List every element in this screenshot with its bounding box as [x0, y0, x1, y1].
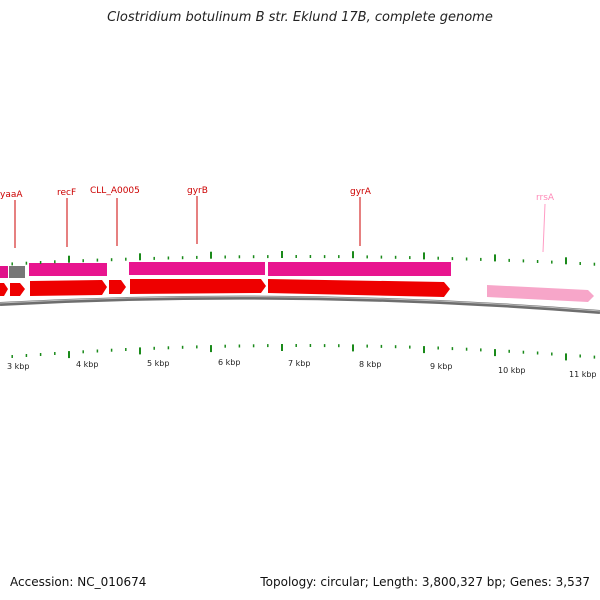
- gene-label[interactable]: rrsA: [536, 193, 555, 203]
- inner-tick-marks: [11, 344, 596, 361]
- gene-feature[interactable]: [0, 266, 8, 278]
- gene-feature[interactable]: [268, 262, 451, 276]
- cds-arrow[interactable]: [0, 283, 8, 296]
- kbp-scale-labels: 3 kbp 4 kbp 5 kbp 6 kbp 7 kbp 8 kbp 9 kb…: [7, 358, 597, 379]
- kbp-label: 5 kbp: [147, 359, 169, 368]
- connector-rrsA: [542, 203, 546, 253]
- kbp-label: 4 kbp: [76, 360, 98, 369]
- kbp-label: 10 kbp: [498, 366, 526, 375]
- kbp-label: 7 kbp: [288, 359, 310, 368]
- cds-arrow[interactable]: [130, 279, 266, 294]
- cds-arrow[interactable]: [10, 283, 25, 296]
- outer-tick-marks: [11, 251, 596, 266]
- genome-title: Clostridium botulinum B str. Eklund 17B,…: [107, 10, 493, 25]
- accession-text: Accession: NC_010674: [10, 575, 147, 589]
- rrna-arrow[interactable]: [487, 285, 594, 302]
- genome-backbone-highlight: [0, 296, 600, 312]
- genome-summary-text: Topology: circular; Length: 3,800,327 bp…: [260, 575, 590, 589]
- gene-label[interactable]: recF: [57, 188, 76, 198]
- cds-arrow[interactable]: [268, 279, 450, 297]
- cds-arrow[interactable]: [30, 280, 107, 296]
- gene-track: [0, 262, 451, 278]
- gene-label[interactable]: gyrA: [350, 187, 372, 197]
- gene-labels: yaaA recF CLL_A0005 gyrB gyrA rrsA: [0, 186, 555, 203]
- kbp-label: 11 kbp: [569, 370, 597, 379]
- kbp-label: 6 kbp: [218, 358, 240, 367]
- kbp-label: 3 kbp: [7, 362, 29, 371]
- kbp-label: 9 kbp: [430, 362, 452, 371]
- gene-label[interactable]: gyrB: [187, 186, 208, 196]
- gene-label-connectors: [14, 196, 546, 253]
- gene-label[interactable]: CLL_A0005: [90, 186, 140, 196]
- gene-feature[interactable]: [29, 263, 107, 276]
- gene-label[interactable]: yaaA: [0, 190, 23, 200]
- gene-feature-gray[interactable]: [9, 266, 25, 278]
- genome-backbone: [0, 295, 600, 314]
- gene-feature[interactable]: [129, 262, 265, 275]
- cds-arrow[interactable]: [109, 280, 126, 294]
- cds-track: [0, 279, 594, 302]
- kbp-label: 8 kbp: [359, 360, 381, 369]
